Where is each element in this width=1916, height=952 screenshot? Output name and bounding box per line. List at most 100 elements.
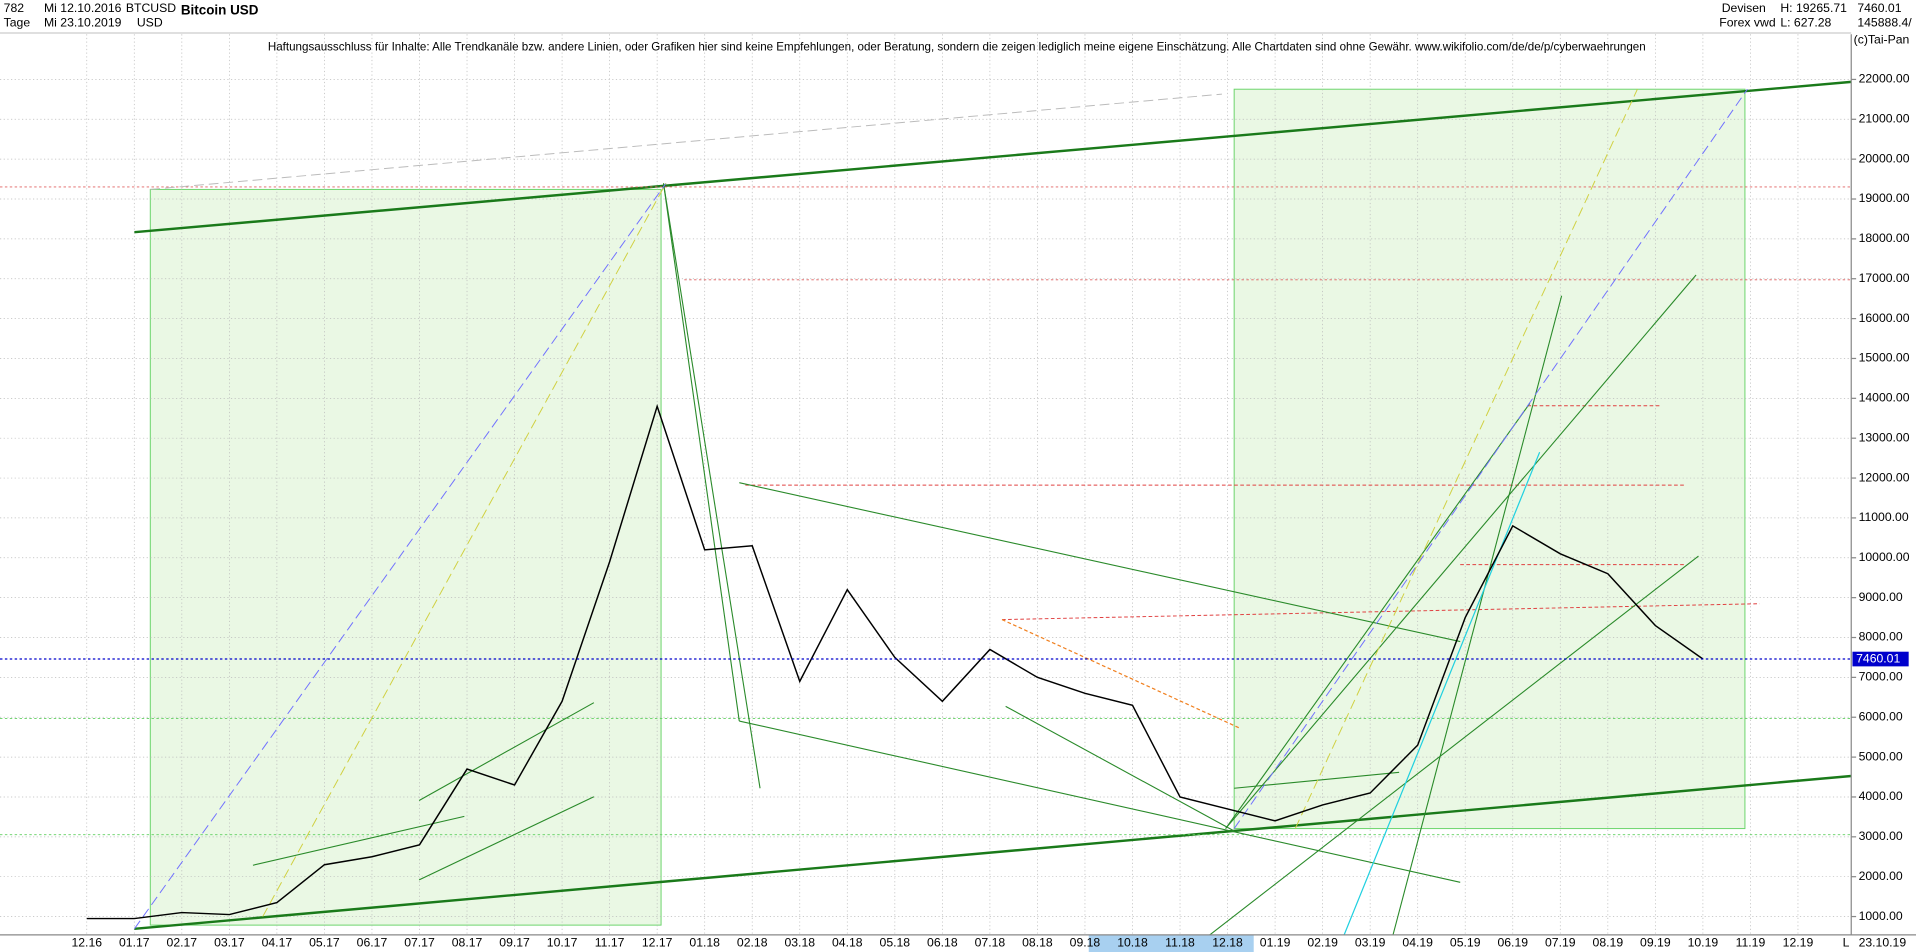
trend-line — [252, 815, 465, 866]
volume: 145888.4/ — [1857, 15, 1912, 29]
x-tick-label: 07.17 — [404, 936, 435, 950]
start-date: Mi 12.10.2016 — [44, 1, 122, 15]
trend-line — [1005, 705, 1235, 832]
x-tick-label: 07.19 — [1545, 936, 1576, 950]
axis-highlight — [1088, 934, 1254, 952]
x-tick-label: 09.19 — [1640, 936, 1671, 950]
y-tick-label: 9000.00 — [1859, 590, 1903, 604]
x-tick-label: 12.18 — [1212, 936, 1243, 950]
y-tick-label: 3000.00 — [1859, 829, 1903, 843]
trend-line — [1343, 451, 1541, 936]
y-tick-label: 20000.00 — [1859, 151, 1910, 165]
x-tick-label: 08.18 — [1022, 936, 1053, 950]
high: H: 19265.71 — [1780, 1, 1847, 15]
trend-line — [134, 80, 1852, 234]
source: Forex vwd — [1719, 15, 1776, 29]
fan-line — [262, 183, 667, 917]
x-tick-label: 12.16 — [71, 936, 102, 950]
trend-line — [1001, 619, 1241, 729]
y-tick-label: 4000.00 — [1859, 789, 1903, 803]
y-tick-label: 17000.00 — [1859, 271, 1910, 285]
count[interactable]: 782 — [4, 1, 25, 15]
y-tick-label: 21000.00 — [1859, 112, 1910, 126]
last-price-tag — [1852, 651, 1909, 667]
plot — [86, 403, 1704, 920]
y-tick-label: 1000.00 — [1859, 909, 1903, 923]
trend-line — [739, 720, 1461, 883]
x-tick-label: 05.19 — [1450, 936, 1481, 950]
x-tick-label: 11.18 — [1165, 936, 1195, 950]
currency: USD — [137, 15, 163, 29]
y-tick-label: 6000.00 — [1859, 709, 1903, 723]
x-tick-label: 03.18 — [784, 936, 815, 950]
last-price: 7460.01 — [1857, 1, 1901, 15]
y-tick-label: 7000.00 — [1859, 670, 1903, 684]
y-tick-label: 13000.00 — [1859, 430, 1910, 444]
trend-line — [418, 796, 595, 881]
x-tick-label: 06.19 — [1497, 936, 1528, 950]
y-tick-label: 19000.00 — [1859, 191, 1910, 205]
trend-line — [739, 482, 1461, 643]
x-tick-label: 08.19 — [1593, 936, 1624, 950]
y-tick-label: 15000.00 — [1859, 351, 1910, 365]
x-tick-label: 04.17 — [262, 936, 293, 950]
x-tick-label: 02.18 — [737, 936, 768, 950]
market: Devisen — [1722, 1, 1766, 15]
footer-scale: L — [1843, 936, 1850, 950]
x-tick-label: 05.18 — [880, 936, 911, 950]
trend-line — [150, 93, 1222, 190]
trend-line — [134, 774, 1852, 930]
x-tick-label: 03.19 — [1355, 936, 1386, 950]
fan-line — [1233, 88, 1748, 829]
y-tick-label: 8000.00 — [1859, 630, 1903, 644]
y-tick-label: 11000.00 — [1859, 510, 1909, 524]
x-tick-label: 06.18 — [927, 936, 958, 950]
low: L: 627.28 — [1780, 15, 1831, 29]
y-tick-label: 22000.00 — [1859, 72, 1910, 86]
x-tick-label: 10.17 — [547, 936, 578, 950]
x-tick-label: 02.19 — [1307, 936, 1338, 950]
period[interactable]: Tage — [4, 15, 31, 29]
x-tick-label: 03.17 — [214, 936, 245, 950]
x-tick-label: 01.18 — [689, 936, 720, 950]
trend-line — [1392, 295, 1563, 936]
x-tick-label: 12.19 — [1783, 936, 1814, 950]
x-tick-label: 12.17 — [642, 936, 673, 950]
fan-line — [1294, 89, 1638, 829]
copyright: (c)Tai-Pan — [1854, 33, 1910, 47]
disclaimer: Haftungsausschluss für Inhalte: Alle Tre… — [268, 41, 1646, 54]
end-date: Mi 23.10.2019 — [44, 15, 122, 29]
trend-line — [1234, 771, 1400, 789]
trend-box — [149, 188, 662, 926]
x-tick-label: 09.18 — [1070, 936, 1101, 950]
x-tick-label: 09.17 — [499, 936, 530, 950]
trend-line — [1225, 274, 1697, 829]
trend-line — [662, 183, 740, 722]
x-tick-label: 02.17 — [167, 936, 198, 950]
trend-line — [418, 702, 595, 801]
y-tick-label: 10000.00 — [1859, 550, 1910, 564]
x-tick-label: 10.19 — [1688, 936, 1719, 950]
x-tick-label: 07.18 — [975, 936, 1006, 950]
fan-line — [134, 183, 667, 930]
x-tick-label: 01.19 — [1260, 936, 1291, 950]
x-tick-label: 04.18 — [832, 936, 863, 950]
x-tick-label: 04.19 — [1402, 936, 1433, 950]
trend-line — [1209, 555, 1699, 936]
x-tick-label: 10.18 — [1117, 936, 1148, 950]
x-tick-label: 11.17 — [595, 936, 625, 950]
x-tick-label: 01.17 — [119, 936, 150, 950]
symbol: BTCUSD — [126, 1, 176, 15]
x-tick-label: 08.17 — [452, 936, 483, 950]
header-bg — [0, 0, 1916, 33]
y-tick-label: 14000.00 — [1859, 391, 1910, 405]
y-tick-label: 2000.00 — [1859, 869, 1903, 883]
footer-date: 23.10.19 — [1859, 936, 1907, 950]
y-tick-label: 16000.00 — [1859, 311, 1910, 325]
x-tick-label: 06.17 — [357, 936, 388, 950]
y-tick-label: 12000.00 — [1859, 470, 1910, 484]
y-tick-label: 18000.00 — [1859, 231, 1910, 245]
price-line — [86, 403, 1704, 920]
